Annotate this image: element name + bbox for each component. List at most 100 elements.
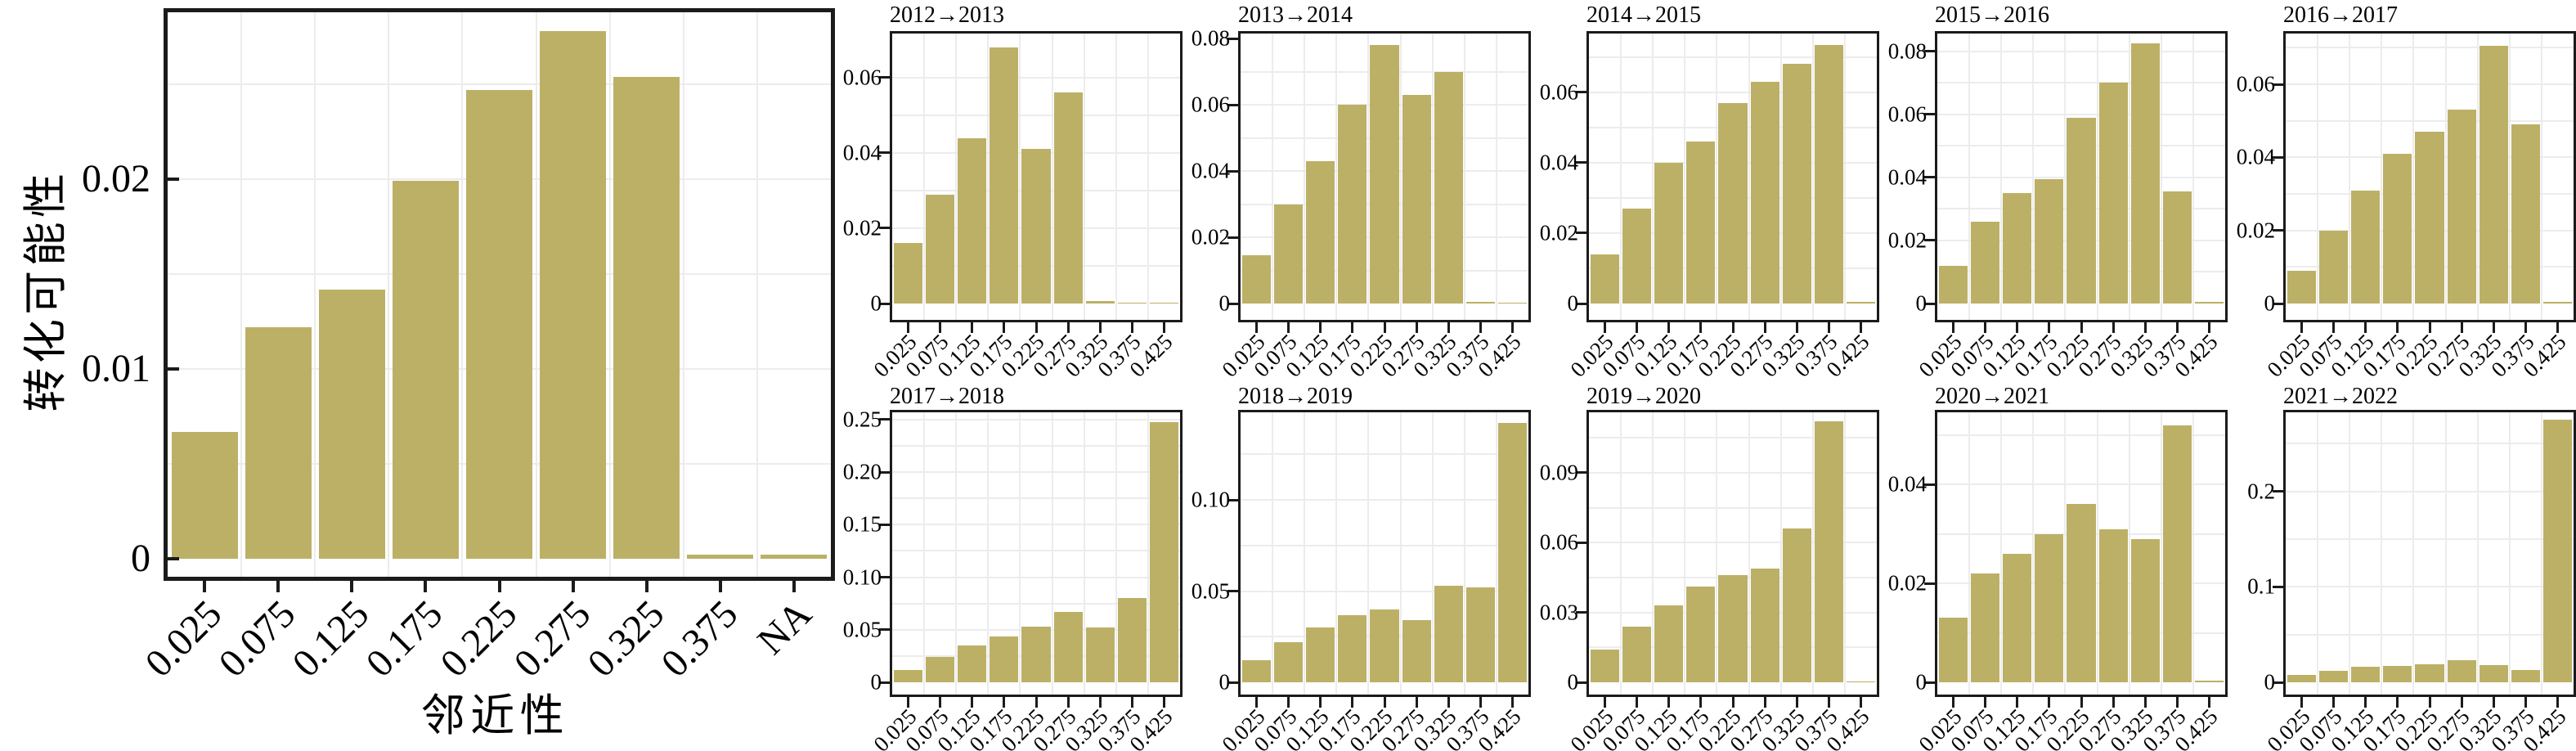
gridline-horizontal	[1241, 499, 1528, 501]
y-tick-label: 0	[870, 290, 882, 316]
gridline-vertical	[1779, 34, 1782, 320]
bar-0.075	[245, 327, 312, 559]
y-tick-mark	[879, 523, 890, 526]
bar-0.175	[2383, 153, 2412, 304]
x-tick-mark	[1636, 697, 1639, 708]
plot-area: 0 0.05 0.10 0.025 0.075 0.125 0.175 0.225 0.275 0…	[1192, 410, 1531, 751]
gridline-vertical	[1399, 412, 1402, 695]
y-tick-mark	[2273, 585, 2283, 588]
bar-0.175	[990, 47, 1019, 304]
x-tick-label: 0.325	[579, 591, 673, 686]
bar-0.225	[2067, 504, 2096, 682]
chart-title: 2018→2019	[1238, 384, 1353, 409]
chart-title: 2015→2016	[1935, 2, 2049, 28]
y-tick-mark	[879, 151, 890, 155]
gridline-vertical	[1051, 412, 1053, 695]
x-tick-mark	[2112, 697, 2115, 708]
plot-area: 0 0.03 0.06 0.09 0.025 0.075 0.125 0.175 0.225 0.…	[1540, 410, 1879, 751]
x-tick-mark	[1066, 697, 1070, 708]
plot-area: 0 0.02 0.04 0.06 0.08 0.025 0.075 0.125 0.175 0.2…	[1192, 27, 1531, 382]
chart-title: 2012→2013	[890, 2, 1004, 28]
plot-area: 0 0.1 0.2 0.025 0.075 0.125 0.175 0.225 0.275 0.3…	[2247, 410, 2576, 751]
x-tick-mark	[1287, 322, 1290, 333]
x-tick-mark	[1098, 697, 1102, 708]
x-tick-label: 0.125	[284, 591, 378, 686]
small-chart-cell: 2020→2021 0 0.02 0.04 0.025 0.075 0.125 0.175 0.…	[1879, 376, 2228, 751]
gridline-vertical	[682, 12, 684, 577]
y-tick-mark	[1227, 37, 1238, 40]
bar-0.175	[1338, 614, 1367, 682]
x-tick-mark	[1066, 322, 1070, 333]
y-tick-label: 0.10	[842, 564, 882, 590]
bar-0.125	[2003, 193, 2032, 304]
gridline-vertical	[2412, 412, 2415, 695]
bar-0.175	[2035, 533, 2064, 682]
bar-0.425	[1497, 423, 1528, 682]
y-tick-label: 0.05	[1191, 578, 1230, 603]
y-tick-label: 0.02	[1887, 227, 1927, 253]
gridline-vertical	[1367, 412, 1370, 695]
bar-0.425	[2194, 302, 2224, 304]
x-tick-mark	[1731, 322, 1735, 333]
y-tick-label: 0.06	[1191, 92, 1230, 117]
gridline-vertical	[923, 34, 926, 320]
gridline-vertical	[2381, 34, 2383, 320]
x-tick-mark	[1130, 322, 1133, 333]
bar-0.375	[2162, 425, 2192, 682]
gridline-vertical	[388, 12, 390, 577]
gridline-vertical	[1272, 412, 1274, 695]
bar-0.425	[1846, 302, 1876, 304]
bar-0.225	[2415, 663, 2444, 682]
bar-0.175	[1338, 105, 1367, 304]
y-tick-mark	[1924, 681, 1935, 684]
x-tick-mark	[2175, 697, 2179, 708]
x-tick-mark	[276, 581, 280, 592]
small-chart-cell: 2018→2019 0 0.05 0.10 0.025 0.075 0.125 0.175 0.…	[1183, 376, 1531, 751]
gridline-vertical	[2381, 412, 2383, 695]
bar-0.325	[1782, 528, 1811, 682]
gridline-horizontal	[1241, 544, 1528, 546]
bar-0.125	[2351, 190, 2381, 304]
gridline-vertical	[1019, 412, 1021, 695]
y-axis-label-text: 转化可能性	[21, 169, 70, 412]
bar-0.275	[1750, 81, 1779, 304]
x-tick-mark	[1447, 697, 1450, 708]
y-tick-mark	[168, 557, 179, 560]
bar-0.375	[1814, 44, 1843, 304]
bar-0.225	[465, 90, 533, 559]
bar-0.225	[1021, 149, 1051, 304]
y-tick-label: 0	[1915, 290, 1928, 316]
bar-0.225	[2415, 132, 2444, 304]
gridline-horizontal	[2286, 119, 2574, 122]
x-tick-mark	[2364, 322, 2367, 333]
y-tick-mark	[1924, 582, 1935, 585]
x-tick-mark	[1351, 322, 1354, 333]
x-tick-mark	[971, 697, 974, 708]
x-tick-mark	[1287, 697, 1290, 708]
x-tick-mark	[1763, 322, 1766, 333]
y-tick-mark	[1227, 681, 1238, 684]
x-tick-label: 0.075	[210, 591, 304, 686]
y-tick-label: 0	[870, 669, 882, 695]
x-tick-mark	[350, 581, 354, 592]
gridline-horizontal	[892, 524, 1180, 526]
small-multiples-grid: 2012→2013 0 0.02 0.04 0.06 0.025 0.075 0.125 0.1…	[834, 0, 2576, 751]
gridline-vertical	[1684, 34, 1686, 320]
gridline-horizontal	[2286, 47, 2574, 49]
chart-title: 2021→2022	[2283, 384, 2398, 409]
gridline-horizontal	[2286, 633, 2574, 636]
x-tick-mark	[2460, 697, 2463, 708]
y-tick-mark	[879, 418, 890, 421]
gridline-vertical	[1431, 412, 1434, 695]
y-tick-mark	[2273, 302, 2283, 305]
gridline-horizontal	[1241, 590, 1528, 592]
bar-0.375	[2162, 191, 2192, 304]
gridline-vertical	[1399, 34, 1402, 320]
x-tick-mark	[2460, 322, 2463, 333]
y-tick-mark	[1576, 232, 1586, 235]
bar-0.325	[1434, 71, 1463, 304]
y-tick-label: 0.02	[82, 157, 150, 201]
gridline-vertical	[1335, 34, 1338, 320]
bar-0.325	[613, 76, 680, 559]
gridline-horizontal	[1589, 542, 1877, 544]
